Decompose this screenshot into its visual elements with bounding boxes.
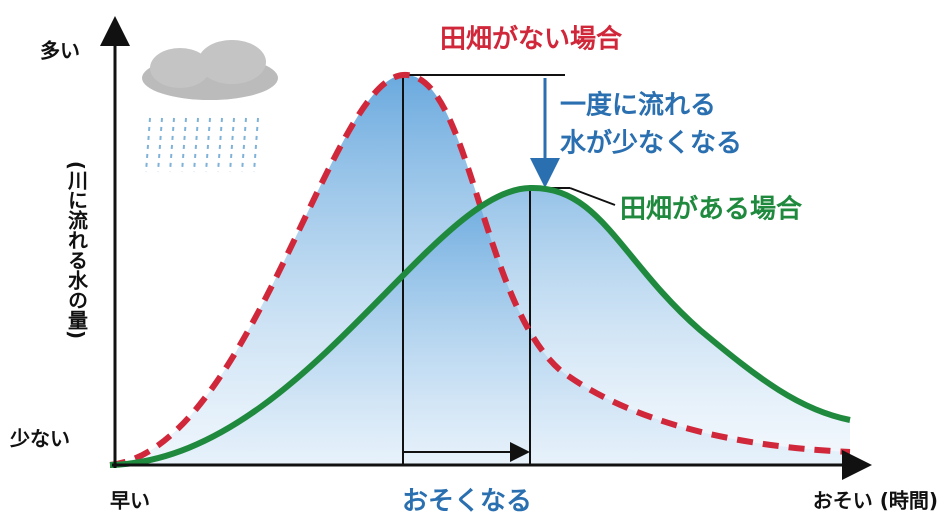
curve-label: 田畑がある場合 [620,194,803,225]
x-axis-start: 早い [110,489,150,513]
x-axis-end: おそい (時間) [813,489,938,513]
y-axis-label: (川に流れる水の量) [65,161,89,339]
curve-without-fields [109,71,851,468]
axes [100,16,872,480]
area-with-fields [110,187,850,466]
y-axis-top: 多い [40,39,80,63]
y-axis-bottom: 少ない [9,427,70,451]
annotation: 一度に流れる [560,90,716,121]
curve-label: 田畑がない場合 [440,24,623,55]
rain-cloud [142,40,278,173]
delay-label: おそくなる [402,487,532,517]
curve-with-fields [109,184,851,468]
annotation: 水が少なくなる [560,128,742,159]
